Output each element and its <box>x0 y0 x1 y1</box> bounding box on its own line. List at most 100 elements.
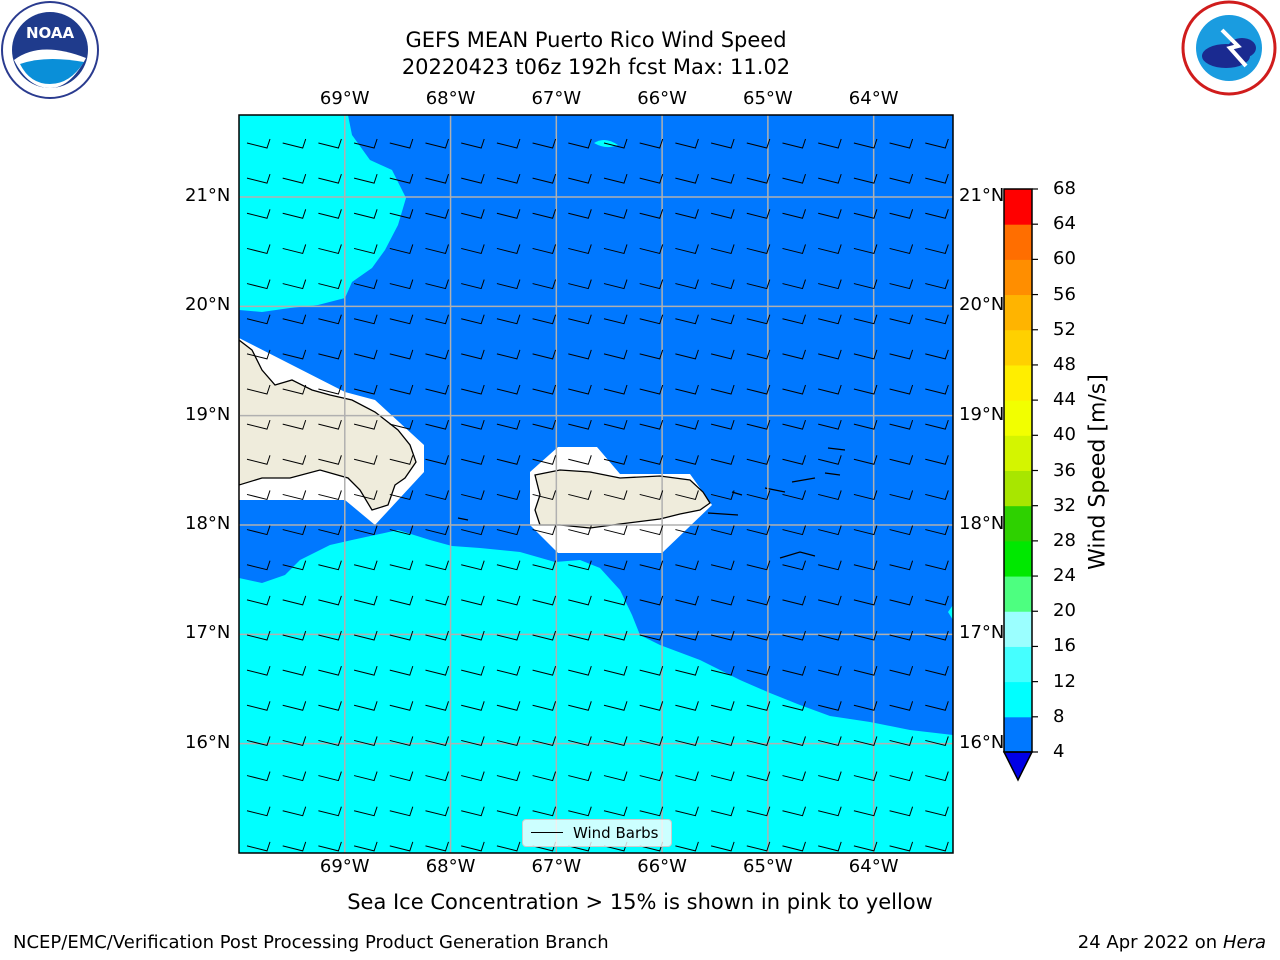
wind-barb <box>639 560 664 571</box>
wind-barb <box>603 244 628 255</box>
wind-barb <box>496 384 521 395</box>
wind-barb <box>496 841 521 852</box>
wind-barb <box>675 419 699 430</box>
wind-barb <box>889 419 914 430</box>
wind-barb <box>818 490 842 501</box>
wind-barb <box>675 314 699 325</box>
wind-barb <box>496 490 521 501</box>
wind-barb <box>853 455 878 465</box>
wind-barb <box>603 665 628 676</box>
wind-barb <box>318 349 342 360</box>
colorbar-segment <box>1004 716 1032 753</box>
wind-barb <box>282 455 307 465</box>
wind-barb <box>710 244 735 255</box>
wind-barb <box>389 665 414 676</box>
virgin-islands <box>457 447 846 559</box>
sea-ice-caption: Sea Ice Concentration > 15% is shown in … <box>347 890 933 914</box>
wind-barb <box>353 384 378 395</box>
wind-barb <box>461 525 485 536</box>
wind-barb <box>568 771 592 782</box>
colorbar-segment <box>1004 505 1032 542</box>
wind-barb <box>818 806 842 817</box>
wind-barb <box>318 736 342 747</box>
wind-barb <box>246 384 271 395</box>
wind-barb <box>246 455 271 465</box>
wind-barb <box>461 244 485 255</box>
wind-barb <box>818 384 842 395</box>
wind-barb <box>496 701 521 711</box>
wind-barb <box>568 736 592 747</box>
wind-barb <box>461 314 485 325</box>
wind-barb <box>246 771 271 782</box>
wind-barb <box>853 244 878 255</box>
wind-barb <box>603 349 628 360</box>
wind-barb <box>639 314 664 325</box>
wind-barb <box>710 349 735 360</box>
wind-barb <box>353 595 378 606</box>
wind-barb <box>639 736 664 747</box>
wind-barb <box>318 455 342 465</box>
wind-barb <box>389 771 414 782</box>
wind-barb <box>461 455 485 465</box>
colorbar-tick-label: 28 <box>1053 529 1076 551</box>
hispaniola-land <box>239 339 417 511</box>
wind-barb <box>710 701 735 711</box>
wind-barb <box>496 173 521 184</box>
wind-barb <box>425 630 449 641</box>
wind-barb <box>353 244 378 255</box>
wind-barb <box>496 560 521 571</box>
wind-barb <box>425 560 449 571</box>
wind-barb <box>353 314 378 325</box>
wind-barb <box>496 314 521 325</box>
lat-label-left: 17°N <box>185 622 231 644</box>
wind-barb <box>496 595 521 606</box>
wind-barb <box>568 314 592 325</box>
colorbar-extend-arrow <box>1002 751 1034 782</box>
wind-barb <box>675 209 699 219</box>
wind-barb <box>496 455 521 465</box>
wind-barb <box>782 173 806 184</box>
wind-barb <box>496 806 521 817</box>
colorbar-segment <box>1004 259 1032 296</box>
wind-barb <box>425 595 449 606</box>
wind-barb <box>318 138 342 149</box>
wind-barb <box>782 701 806 711</box>
colorbar-segment <box>1004 329 1032 366</box>
wind-barb <box>532 419 557 430</box>
wind-barb <box>818 736 842 747</box>
wind-barb <box>639 525 664 536</box>
wind-barb <box>603 384 628 395</box>
wind-barb <box>710 841 735 852</box>
footer-branch: NCEP/EMC/Verification Post Processing Pr… <box>13 932 609 953</box>
wind-barb <box>818 349 842 360</box>
wind-barb <box>782 138 806 149</box>
wind-barb <box>282 419 307 430</box>
lat-label-right: 19°N <box>959 403 1005 425</box>
wind-barb <box>603 736 628 747</box>
wind-barb <box>389 349 414 360</box>
wind-barb <box>425 701 449 711</box>
lat-label-right: 17°N <box>959 622 1005 644</box>
wind-barb <box>282 244 307 255</box>
wind-barb <box>853 384 878 395</box>
wind-barb <box>639 173 664 184</box>
lat-label-left: 18°N <box>185 513 231 534</box>
wind-barb <box>389 455 414 465</box>
wind-barb <box>889 455 914 465</box>
wind-barb <box>318 209 342 219</box>
wind-barb <box>603 314 628 325</box>
wind-barb <box>710 490 735 501</box>
colorbar-tick-label: 32 <box>1053 494 1076 516</box>
wind-barb <box>639 771 664 782</box>
wind-barb <box>675 384 699 395</box>
wind-barb <box>710 419 735 430</box>
map-frame <box>238 114 954 854</box>
wind-barb <box>889 314 914 325</box>
wind-barb <box>496 630 521 641</box>
colorbar-segment <box>1004 189 1032 225</box>
wind-barb <box>853 525 878 536</box>
wind-barb <box>496 244 521 255</box>
wind-barb <box>353 173 378 184</box>
wind-barb <box>639 665 664 676</box>
wind-barb <box>889 630 914 641</box>
